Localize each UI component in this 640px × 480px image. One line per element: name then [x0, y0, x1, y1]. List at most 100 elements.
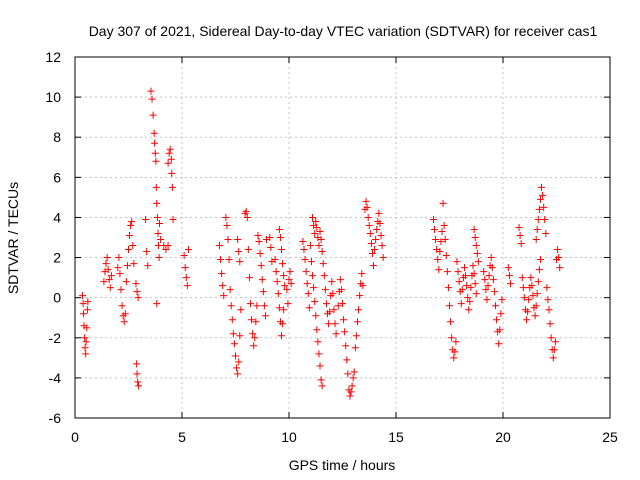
data-point [527, 274, 535, 282]
data-point [245, 274, 253, 282]
data-point [133, 288, 141, 296]
data-point [123, 262, 131, 270]
data-point [356, 292, 364, 300]
data-point [539, 191, 547, 199]
data-point [353, 318, 361, 326]
data-point [280, 272, 288, 280]
data-point [463, 282, 471, 290]
data-point [80, 310, 88, 318]
data-point [304, 290, 312, 298]
data-point [326, 308, 334, 316]
data-point [153, 199, 161, 207]
data-point [312, 217, 320, 225]
data-point [228, 316, 236, 324]
data-point [117, 286, 125, 294]
data-point [358, 270, 366, 278]
data-point [429, 215, 437, 223]
data-point [352, 332, 360, 340]
data-point [448, 334, 456, 342]
data-point [164, 159, 172, 167]
data-point [331, 320, 339, 328]
data-point [79, 300, 87, 308]
data-point [362, 197, 370, 205]
data-point [350, 368, 358, 376]
data-point [505, 272, 513, 280]
data-point [319, 260, 327, 268]
data-point [133, 360, 141, 368]
data-point [556, 264, 564, 272]
data-point [302, 268, 310, 276]
x-tick-label: 10 [281, 429, 297, 445]
data-point [275, 304, 283, 312]
data-point [300, 246, 308, 254]
data-point [259, 288, 267, 296]
data-point [540, 203, 548, 211]
data-point [545, 306, 553, 314]
data-point [458, 286, 466, 294]
data-point [534, 215, 542, 223]
data-point [242, 207, 250, 215]
data-point [133, 370, 141, 378]
data-point [256, 250, 264, 258]
data-point [529, 292, 537, 300]
data-point [312, 312, 320, 320]
data-point [305, 304, 313, 312]
data-point [473, 250, 481, 258]
data-point [446, 302, 453, 310]
data-point [134, 294, 142, 302]
data-point [547, 334, 555, 342]
data-point [81, 344, 89, 352]
data-point [372, 236, 380, 244]
data-point [105, 276, 113, 284]
data-point [129, 242, 137, 250]
data-point [116, 270, 124, 278]
data-point [236, 332, 244, 340]
data-point [316, 362, 324, 370]
data-point [318, 248, 326, 256]
data-point [155, 254, 163, 262]
data-point [280, 306, 288, 314]
data-point [355, 306, 363, 314]
data-point [125, 246, 132, 254]
data-point [467, 284, 475, 292]
data-point [315, 350, 323, 358]
data-point [165, 149, 173, 157]
data-point [516, 231, 524, 239]
data-point [314, 338, 322, 346]
data-point [248, 316, 256, 324]
data-point [310, 284, 318, 292]
data-point [519, 284, 527, 292]
data-point [153, 300, 161, 308]
data-point [278, 332, 286, 340]
data-point [370, 262, 378, 270]
data-point [378, 242, 386, 250]
data-point [169, 215, 177, 223]
data-point [313, 326, 321, 334]
data-point [455, 278, 463, 286]
data-point [316, 227, 324, 235]
data-point [153, 213, 161, 221]
data-point [377, 231, 385, 239]
data-point [274, 290, 282, 298]
data-point [484, 282, 492, 290]
data-point [551, 338, 559, 346]
data-point [465, 306, 473, 314]
data-point [441, 236, 449, 244]
data-point [321, 286, 329, 294]
data-point [234, 370, 242, 378]
data-point [84, 298, 92, 306]
data-point [328, 278, 336, 286]
data-point [267, 244, 275, 252]
data-point [152, 157, 160, 165]
plot-frame [74, 56, 611, 419]
data-point [533, 290, 541, 298]
data-point [322, 300, 330, 308]
data-point [249, 330, 257, 338]
data-point [184, 246, 192, 254]
data-point [443, 268, 451, 276]
data-point [232, 352, 239, 360]
data-point [325, 320, 333, 328]
data-point [334, 302, 342, 310]
data-point [318, 382, 326, 390]
